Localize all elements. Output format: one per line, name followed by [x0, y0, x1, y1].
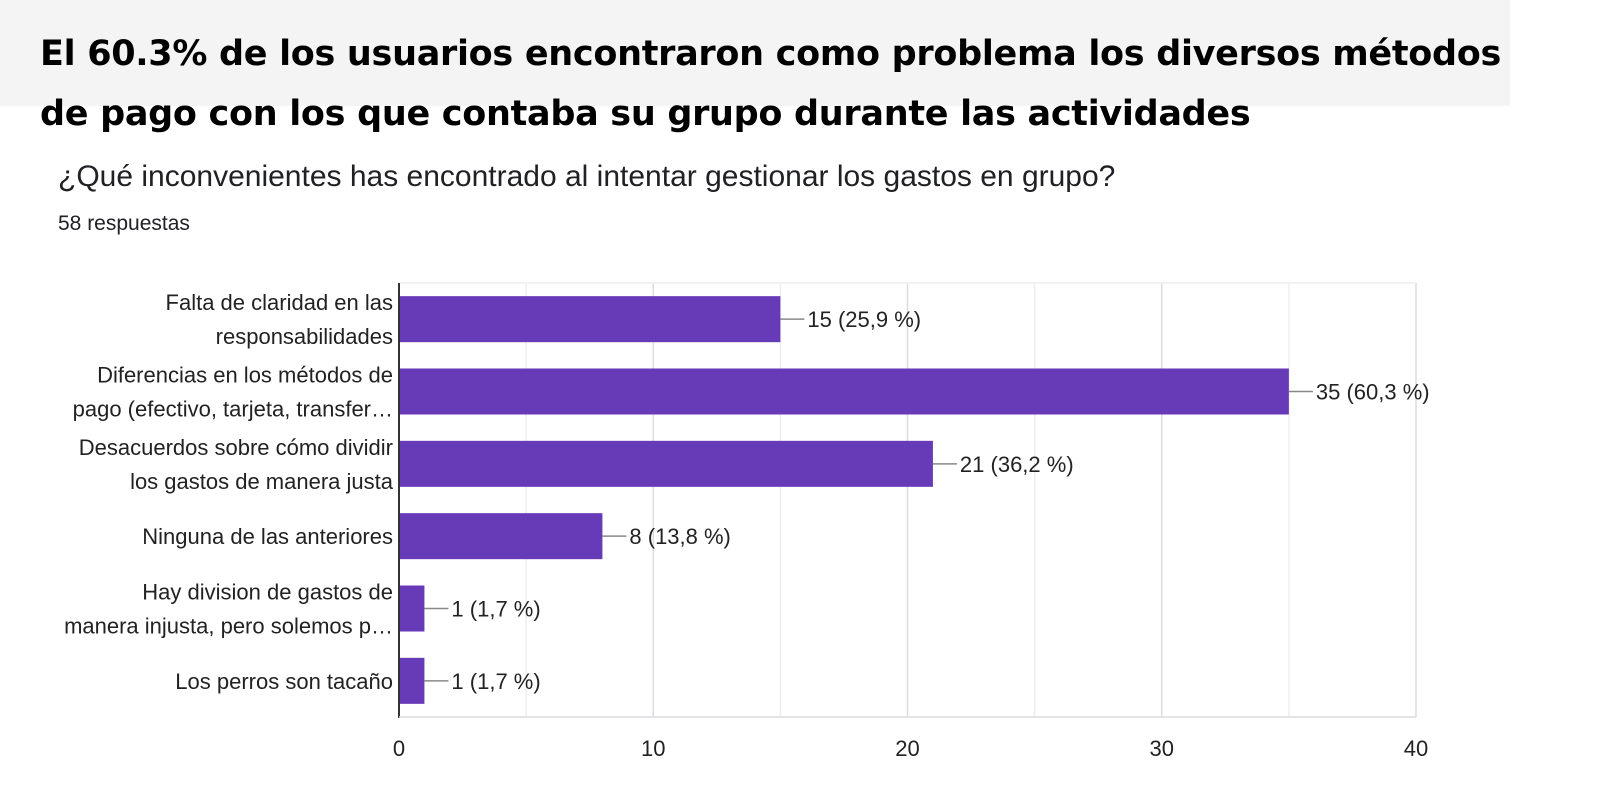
bar — [399, 585, 425, 632]
data-label: 21 (36,2 %) — [960, 452, 1074, 477]
bar — [399, 440, 933, 487]
x-tick-label: 30 — [1150, 736, 1174, 761]
chart-title: ¿Qué inconvenientes has encontrado al in… — [58, 160, 1116, 193]
data-label: 8 (13,8 %) — [629, 524, 731, 549]
category-label: Ninguna de las anteriores — [142, 524, 393, 549]
data-label: 1 (1,7 %) — [451, 669, 540, 694]
bar — [399, 296, 781, 343]
headline-line-2: de pago con los que contaba su grupo dur… — [40, 94, 1251, 134]
category-label: Falta de claridad en las — [166, 290, 393, 315]
x-tick-label: 0 — [393, 736, 405, 761]
category-label: manera injusta, pero solemos p… — [64, 614, 393, 639]
category-label: responsabilidades — [216, 324, 393, 349]
category-label: Desacuerdos sobre cómo dividir — [79, 435, 393, 460]
data-label: 15 (25,9 %) — [807, 307, 921, 332]
bar — [399, 368, 1289, 415]
bar — [399, 657, 425, 704]
category-label: pago (efectivo, tarjeta, transfer… — [73, 397, 393, 422]
data-label: 35 (60,3 %) — [1316, 380, 1430, 405]
x-tick-label: 40 — [1404, 736, 1428, 761]
category-label: los gastos de manera justa — [130, 469, 394, 494]
headline: El 60.3% de los usuarios encontraron com… — [40, 24, 1590, 144]
category-label: Diferencias en los métodos de — [97, 363, 393, 388]
category-label: Hay division de gastos de — [142, 580, 393, 605]
x-tick-label: 20 — [895, 736, 919, 761]
data-label: 1 (1,7 %) — [451, 597, 540, 622]
bar — [399, 513, 603, 560]
x-tick-label: 10 — [641, 736, 665, 761]
response-count: 58 respuestas — [58, 212, 190, 235]
headline-line-1: El 60.3% de los usuarios encontraron com… — [40, 34, 1502, 74]
category-label: Los perros son tacaño — [175, 669, 393, 694]
headline-background — [0, 0, 1510, 106]
